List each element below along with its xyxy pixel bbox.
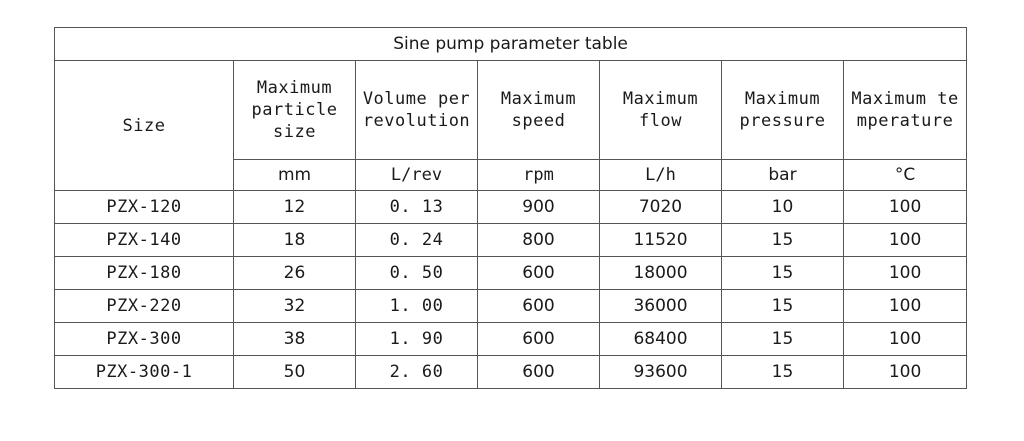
header-max-temperature: Maximum temperature <box>842 60 968 160</box>
cell-pressure: 15 <box>721 322 844 356</box>
unit-flow: L/h <box>599 159 722 191</box>
cell-particle-size: 18 <box>233 223 356 257</box>
cell-size: PZX-300-1 <box>54 355 234 389</box>
cell-speed: 600 <box>477 256 600 290</box>
cell-volume: 2. 60 <box>355 355 478 389</box>
cell-speed: 800 <box>477 223 600 257</box>
cell-particle-size: 26 <box>233 256 356 290</box>
cell-pressure: 10 <box>721 190 844 224</box>
cell-particle-size: 12 <box>233 190 356 224</box>
cell-volume: 0. 24 <box>355 223 478 257</box>
cell-flow: 36000 <box>599 289 722 323</box>
table-row: PZX-120 12 0. 13 900 7020 10 100 <box>54 190 968 224</box>
parameter-table: Sine pump parameter table Size Maximum p… <box>53 27 968 389</box>
cell-pressure: 15 <box>721 289 844 323</box>
cell-particle-size: 50 <box>233 355 356 389</box>
cell-pressure: 15 <box>721 223 844 257</box>
cell-volume: 1. 90 <box>355 322 478 356</box>
cell-temperature: 100 <box>842 256 968 290</box>
header-max-flow: Maximum flow <box>599 60 722 160</box>
unit-volume: L/rev <box>355 159 478 191</box>
title-row: Sine pump parameter table <box>53 27 968 61</box>
unit-speed: rpm <box>477 159 600 191</box>
cell-size: PZX-300 <box>54 322 234 356</box>
table-row: PZX-300-1 50 2. 60 600 93600 15 100 <box>54 355 968 389</box>
cell-temperature: 100 <box>842 289 968 323</box>
unit-temperature: °C <box>842 159 968 191</box>
header-row: Size Maximum particle size Volume per re… <box>54 60 968 191</box>
cell-size: PZX-140 <box>54 223 234 257</box>
table-row: PZX-220 32 1. 00 600 36000 15 100 <box>54 289 968 323</box>
cell-size: PZX-120 <box>54 190 234 224</box>
cell-volume: 0. 50 <box>355 256 478 290</box>
cell-particle-size: 38 <box>233 322 356 356</box>
unit-particle-size: mm <box>233 159 356 191</box>
table-row: PZX-180 26 0. 50 600 18000 15 100 <box>54 256 968 290</box>
cell-pressure: 15 <box>721 355 844 389</box>
cell-flow: 7020 <box>599 190 722 224</box>
unit-pressure: bar <box>721 159 844 191</box>
cell-flow: 18000 <box>599 256 722 290</box>
cell-particle-size: 32 <box>233 289 356 323</box>
cell-temperature: 100 <box>842 223 968 257</box>
header-max-speed: Maximum speed <box>477 60 600 160</box>
cell-flow: 68400 <box>599 322 722 356</box>
cell-size: PZX-180 <box>54 256 234 290</box>
header-max-pressure: Maximum pressure <box>721 60 844 160</box>
cell-temperature: 100 <box>842 190 968 224</box>
table-title: Sine pump parameter table <box>53 27 968 61</box>
cell-volume: 0. 13 <box>355 190 478 224</box>
cell-speed: 600 <box>477 355 600 389</box>
header-size: Size <box>54 60 234 191</box>
table-row: PZX-140 18 0. 24 800 11520 15 100 <box>54 223 968 257</box>
cell-temperature: 100 <box>842 322 968 356</box>
table-row: PZX-300 38 1. 90 600 68400 15 100 <box>54 322 968 356</box>
cell-speed: 600 <box>477 322 600 356</box>
cell-flow: 11520 <box>599 223 722 257</box>
cell-flow: 93600 <box>599 355 722 389</box>
cell-size: PZX-220 <box>54 289 234 323</box>
header-volume-per-revolution: Volume per revolution <box>355 60 478 160</box>
cell-pressure: 15 <box>721 256 844 290</box>
cell-temperature: 100 <box>842 355 968 389</box>
cell-speed: 600 <box>477 289 600 323</box>
units-row: mm L/rev rpm L/h bar °C <box>55 159 968 191</box>
cell-volume: 1. 00 <box>355 289 478 323</box>
header-max-particle-size: Maximum particle size <box>233 60 356 160</box>
cell-speed: 900 <box>477 190 600 224</box>
